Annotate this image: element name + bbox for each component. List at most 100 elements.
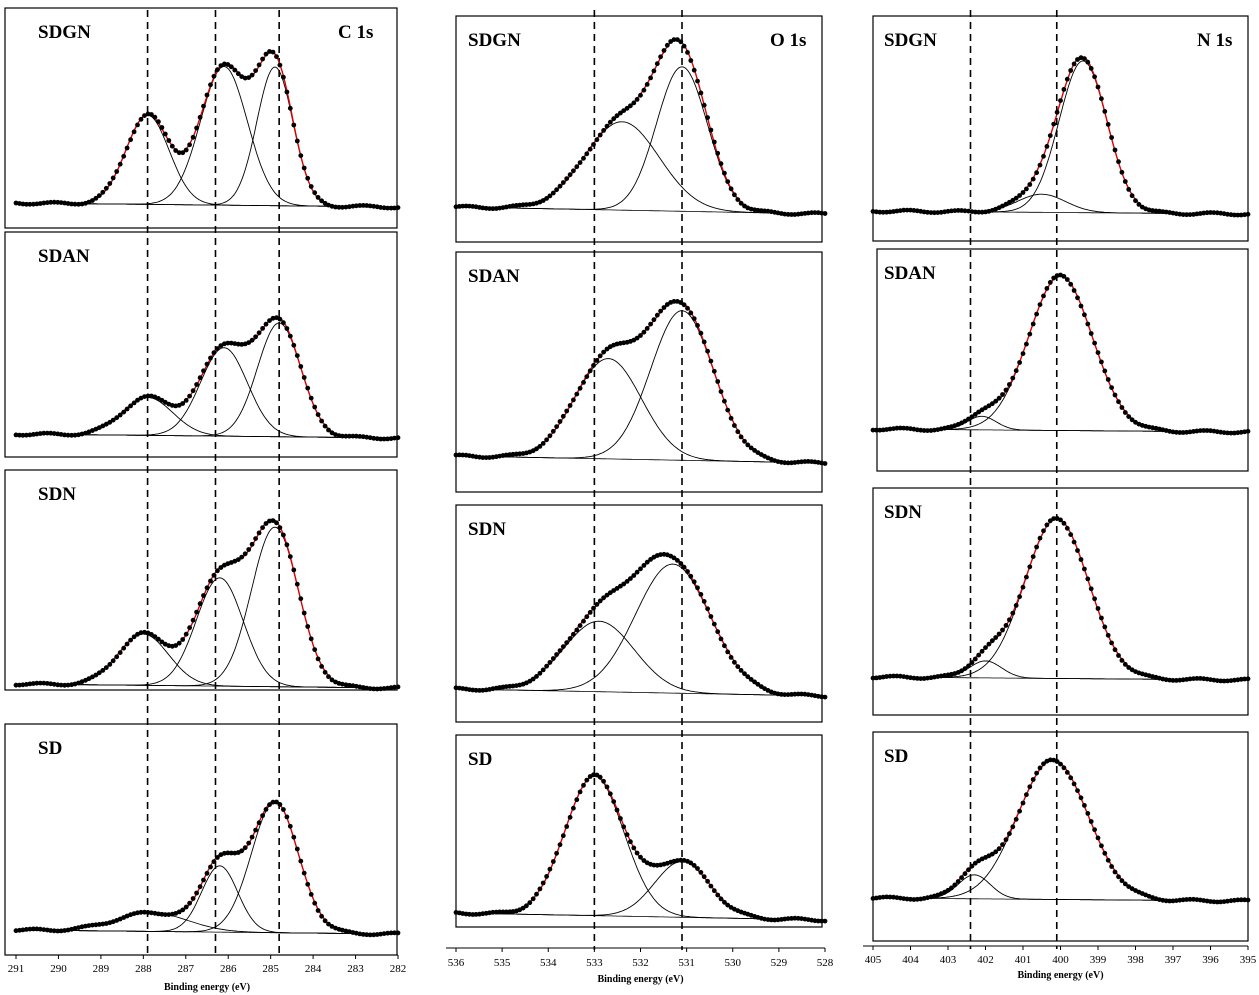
- data-point: [385, 205, 390, 211]
- data-point: [343, 433, 349, 439]
- data-point: [232, 67, 238, 73]
- data-point: [1085, 59, 1091, 65]
- data-point: [1013, 816, 1019, 822]
- data-point: [618, 816, 623, 821]
- data-point: [204, 92, 210, 98]
- data-point: [537, 886, 543, 892]
- x-tick-label: 531: [678, 957, 695, 969]
- data-point: [1099, 96, 1104, 102]
- data-point: [1102, 624, 1108, 630]
- data-point: [1075, 788, 1080, 793]
- data-point: [1126, 414, 1132, 419]
- component-peak: [16, 577, 398, 689]
- data-point: [651, 68, 657, 74]
- data-point: [1061, 274, 1067, 279]
- data-point: [560, 180, 566, 185]
- data-point: [176, 909, 182, 915]
- data-point: [211, 73, 217, 79]
- data-point: [20, 201, 26, 207]
- data-point: [277, 802, 283, 807]
- data-point: [577, 623, 583, 628]
- data-point: [121, 153, 127, 159]
- data-point: [996, 631, 1002, 637]
- data-point: [732, 192, 737, 198]
- data-point: [1044, 522, 1050, 528]
- data-point: [1211, 210, 1217, 216]
- data-point: [1232, 212, 1237, 218]
- data-point: [654, 61, 660, 67]
- data-point: [246, 75, 252, 80]
- data-point: [1017, 193, 1022, 198]
- data-point: [1119, 878, 1125, 884]
- data-point: [624, 105, 630, 111]
- data-point: [955, 879, 961, 884]
- data-point: [1020, 190, 1026, 195]
- data-point: [270, 518, 276, 523]
- data-point: [1221, 678, 1227, 684]
- x-tick-label: 404: [902, 954, 919, 966]
- data-point: [695, 323, 700, 328]
- data-point: [166, 138, 172, 143]
- data-point: [966, 663, 971, 669]
- data-point: [952, 208, 958, 214]
- component-peak: [16, 347, 398, 439]
- data-point: [897, 425, 903, 431]
- data-point: [1225, 211, 1230, 217]
- data-point: [524, 202, 529, 208]
- data-point: [315, 908, 321, 913]
- data-point: [37, 680, 43, 686]
- data-point: [962, 418, 968, 424]
- data-point: [1024, 792, 1029, 798]
- x-tick-label: 398: [1127, 954, 1144, 966]
- data-point: [326, 427, 331, 433]
- data-point: [752, 679, 757, 685]
- data-point: [597, 598, 603, 604]
- data-point: [1010, 610, 1016, 616]
- data-point: [58, 200, 64, 206]
- data-point: [367, 203, 373, 209]
- data-point: [651, 317, 657, 323]
- data-point: [284, 326, 290, 331]
- data-point: [732, 423, 737, 428]
- fit-envelope: [16, 50, 398, 208]
- data-point: [274, 520, 279, 526]
- data-point: [952, 882, 958, 888]
- data-point: [500, 909, 506, 915]
- data-point: [13, 432, 19, 438]
- data-point: [124, 145, 130, 151]
- data-point: [557, 842, 563, 848]
- data-point: [1047, 757, 1053, 763]
- data-point: [149, 632, 154, 637]
- data-point: [1082, 566, 1087, 572]
- data-point: [215, 67, 220, 73]
- data-point: [135, 122, 140, 128]
- data-point: [601, 349, 606, 355]
- panel-frame: [872, 15, 1249, 242]
- data-point: [628, 103, 633, 109]
- component-peak: [456, 358, 825, 464]
- data-point: [1170, 678, 1176, 683]
- data-point: [1071, 781, 1077, 787]
- data-point: [312, 404, 318, 410]
- data-point: [976, 409, 982, 415]
- data-point: [550, 190, 556, 196]
- data-point: [281, 807, 286, 812]
- x-tick-label: 286: [220, 963, 237, 975]
- fit-envelope: [456, 553, 826, 697]
- data-point: [1150, 208, 1155, 213]
- data-point: [567, 403, 573, 408]
- data-point: [76, 201, 81, 207]
- data-point: [928, 210, 934, 216]
- data-point: [1044, 144, 1050, 149]
- data-point: [564, 824, 570, 829]
- data-point: [1027, 784, 1033, 790]
- data-point: [641, 87, 647, 93]
- data-point: [1027, 564, 1033, 570]
- data-point: [547, 660, 553, 665]
- data-point: [983, 645, 988, 650]
- x-tick-label: 401: [1015, 954, 1032, 966]
- data-point: [1235, 212, 1241, 218]
- data-point: [145, 393, 151, 399]
- data-point: [567, 636, 573, 641]
- data-point: [560, 833, 566, 839]
